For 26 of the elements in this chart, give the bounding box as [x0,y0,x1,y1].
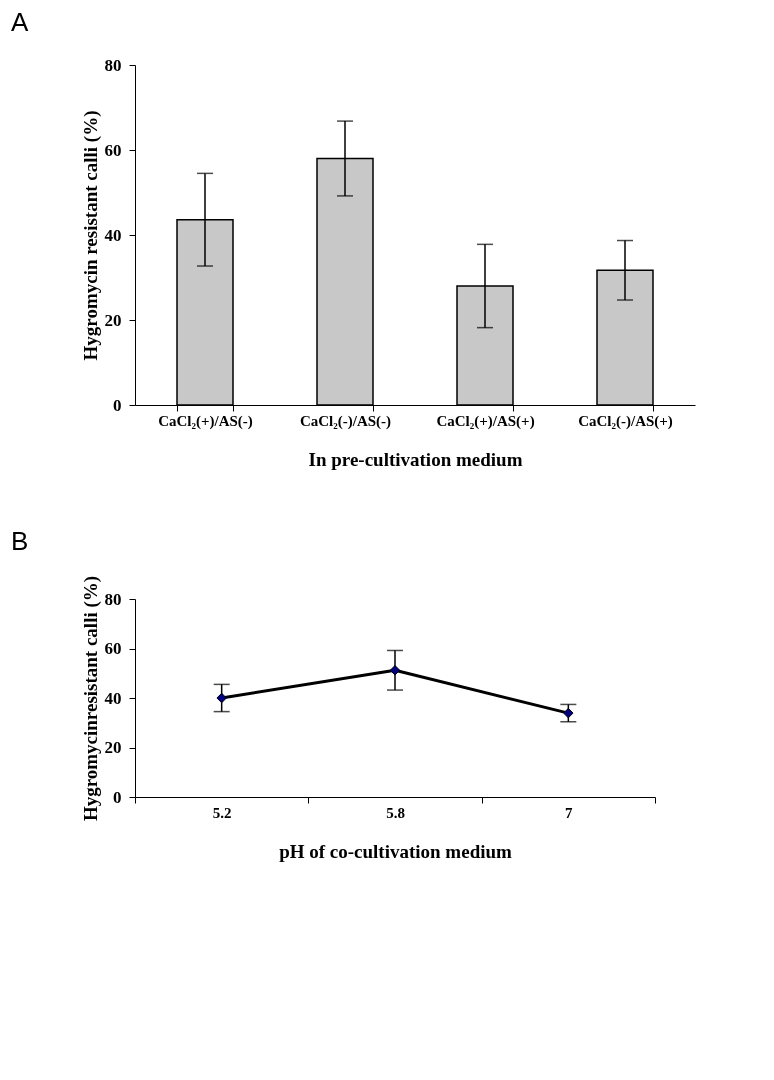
x-tick-label: CaCl₂(+)/AS(+) [436,412,535,430]
y-tick-label: 80 [104,55,122,75]
chart-title: B [11,526,29,557]
x-axis-title: pH of co-cultivation medium [279,840,513,862]
y-tick-label: 20 [104,738,122,757]
y-tick-label: 0 [113,395,122,415]
point [389,665,401,676]
y-tick-label: 0 [113,787,122,807]
x-tick-label: CaCl₂(+)/AS(-) [158,412,253,430]
x-tick-label: CaCl₂(-)/AS(-) [299,412,392,430]
y-tick-label: 20 [104,310,122,330]
chart-title: A [11,7,29,37]
y-axis-title: Hygromycinresistant calli (%) [79,575,102,822]
y-tick-label: 60 [104,140,122,160]
x-tick-label: CaCl₂(-)/AS(+) [578,412,673,430]
y-axis-title: Hygromycin resistant calli (%) [79,110,102,361]
point [216,692,227,704]
point [563,707,574,719]
x-axis-title: In pre-cultivation medium [308,448,523,470]
x-tick-label: 7 [565,804,574,821]
y-tick-label: 80 [104,589,122,609]
y-tick-label: 40 [104,688,122,708]
x-tick-label: 5.8 [386,804,405,821]
y-tick-label: 60 [104,639,122,658]
y-tick-label: 40 [104,225,122,245]
x-tick-label: 5.2 [212,804,232,821]
